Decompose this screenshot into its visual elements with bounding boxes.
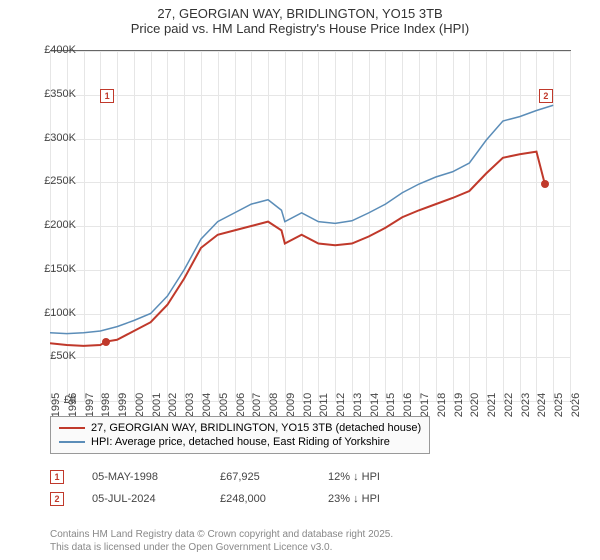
y-tick-label: £300K xyxy=(44,132,76,144)
y-tick-label: £250K xyxy=(44,175,76,187)
chart-lines xyxy=(50,51,570,401)
chart-plot-area: 1995199619971998199920002001200220032004… xyxy=(50,50,571,402)
y-tick-label: £400K xyxy=(44,44,76,56)
footer-attribution: Contains HM Land Registry data © Crown c… xyxy=(50,528,393,554)
y-tick-label: £100K xyxy=(44,307,76,319)
x-tick-label: 2026 xyxy=(570,393,582,417)
marker-dot-2 xyxy=(541,180,549,188)
y-tick-label: £0 xyxy=(64,394,76,406)
chart-title-line2: Price paid vs. HM Land Registry's House … xyxy=(0,21,600,40)
transaction-row: 2 05-JUL-2024 £248,000 23% ↓ HPI xyxy=(50,488,408,510)
legend-label: HPI: Average price, detached house, East… xyxy=(91,436,390,448)
transaction-marker: 1 xyxy=(50,470,64,484)
transaction-marker: 2 xyxy=(50,492,64,506)
legend-item: 27, GEORGIAN WAY, BRIDLINGTON, YO15 3TB … xyxy=(59,421,421,435)
transaction-price: £248,000 xyxy=(220,493,300,505)
transaction-pct: 23% ↓ HPI xyxy=(328,493,408,505)
footer-line1: Contains HM Land Registry data © Crown c… xyxy=(50,528,393,541)
legend-label: 27, GEORGIAN WAY, BRIDLINGTON, YO15 3TB … xyxy=(91,422,421,434)
y-tick-label: £200K xyxy=(44,219,76,231)
transaction-date: 05-MAY-1998 xyxy=(92,471,192,483)
transactions-table: 1 05-MAY-1998 £67,925 12% ↓ HPI 2 05-JUL-2024… xyxy=(50,466,408,510)
legend-item: HPI: Average price, detached house, East… xyxy=(59,435,421,449)
transaction-date: 05-JUL-2024 xyxy=(92,493,192,505)
legend-swatch xyxy=(59,441,85,443)
legend-swatch xyxy=(59,427,85,429)
transaction-row: 1 05-MAY-1998 £67,925 12% ↓ HPI xyxy=(50,466,408,488)
marker-dot-1 xyxy=(102,338,110,346)
y-tick-label: £350K xyxy=(44,88,76,100)
chart-legend: 27, GEORGIAN WAY, BRIDLINGTON, YO15 3TB … xyxy=(50,416,430,454)
chart-title-line1: 27, GEORGIAN WAY, BRIDLINGTON, YO15 3TB xyxy=(0,0,600,21)
series-hpi xyxy=(50,105,553,333)
marker-label-2: 2 xyxy=(539,89,553,103)
series-price_paid xyxy=(50,152,548,346)
footer-line2: This data is licensed under the Open Gov… xyxy=(50,541,393,554)
y-tick-label: £50K xyxy=(50,350,76,362)
marker-label-1: 1 xyxy=(100,89,114,103)
transaction-price: £67,925 xyxy=(220,471,300,483)
y-tick-label: £150K xyxy=(44,263,76,275)
transaction-pct: 12% ↓ HPI xyxy=(328,471,408,483)
